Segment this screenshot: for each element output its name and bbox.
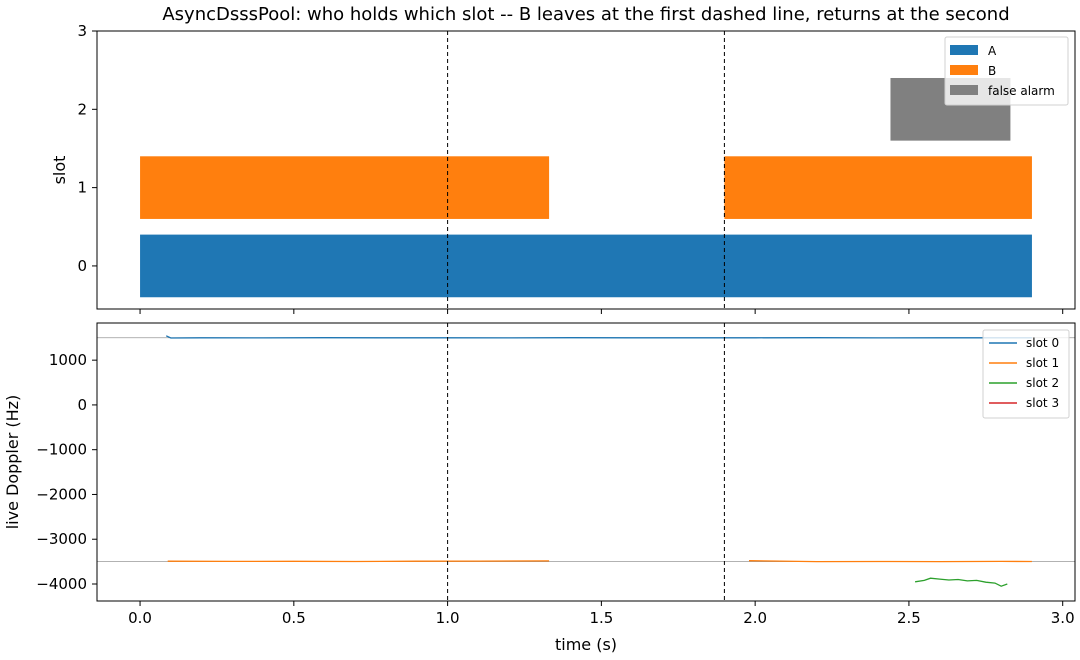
bottom-xtick-label-3: 1.5 — [589, 609, 613, 627]
bottom-ytick-label-5: −4000 — [36, 575, 87, 593]
bottom-axes-frame — [96, 322, 1076, 602]
bar-B-1 — [724, 156, 1032, 219]
bottom-ytick-label-3: −2000 — [36, 485, 87, 503]
bottom-legend-box — [982, 329, 1070, 419]
bottom-xtick-label-4: 2.0 — [743, 609, 767, 627]
legend-label-false-alarm: false alarm — [988, 84, 1055, 98]
bottom-xtick-label-1: 0.5 — [282, 609, 306, 627]
legend-swatch-B — [950, 65, 978, 75]
legend-label-A: A — [988, 44, 997, 58]
legend-label-slot-0: slot 0 — [1026, 336, 1059, 350]
bottom-ytick-label-1: 0 — [77, 396, 87, 414]
bottom-xtick-label-0: 0.0 — [128, 609, 152, 627]
legend-swatch-A — [950, 45, 978, 55]
line-slot-0-segment-0 — [165, 335, 1032, 339]
bar-B-0 — [140, 156, 550, 219]
top-ytick-label-1: 1 — [77, 179, 87, 197]
bar-A-0 — [140, 234, 1032, 298]
chart-title: AsyncDsssPool: who holds which slot -- B… — [162, 4, 1009, 25]
line-slot-1-segment-1 — [748, 560, 1032, 563]
legend-swatch-false-alarm — [950, 85, 978, 95]
bottom-ytick-label-2: −1000 — [36, 441, 87, 459]
top-ytick-label-3: 3 — [77, 22, 87, 40]
legend-label-B: B — [988, 64, 996, 78]
doppler-plot: 1000 0 −1000 −2000 −3000 −4000 0.0 0.5 1.0 1.5 2.0… — [3, 322, 1076, 654]
top-ytick-label-2: 2 — [77, 100, 87, 118]
bottom-xtick-label-5: 2.5 — [897, 609, 921, 627]
bottom-ytick-label-0: 1000 — [49, 351, 87, 369]
bottom-xtick-label-6: 3.0 — [1051, 609, 1075, 627]
top-ytick-label-0: 0 — [77, 257, 87, 275]
legend-label-slot-2: slot 2 — [1026, 376, 1059, 390]
legend-label-slot-3: slot 3 — [1026, 396, 1059, 410]
line-slot-1-segment-0 — [167, 560, 550, 563]
x-axis-label: time (s) — [555, 635, 617, 654]
legend-label-slot-1: slot 1 — [1026, 356, 1059, 370]
bottom-y-axis-label: live Doppler (Hz) — [3, 395, 22, 530]
top-axes-frame — [96, 30, 1076, 310]
bottom-legend: slot 0 slot 1 slot 2 slot 3 — [982, 329, 1070, 419]
bottom-ytick-label-4: −3000 — [36, 530, 87, 548]
line-slot-2-segment-0 — [915, 577, 1008, 587]
top-y-axis-label: slot — [50, 156, 69, 185]
bottom-xtick-label-2: 1.0 — [436, 609, 460, 627]
